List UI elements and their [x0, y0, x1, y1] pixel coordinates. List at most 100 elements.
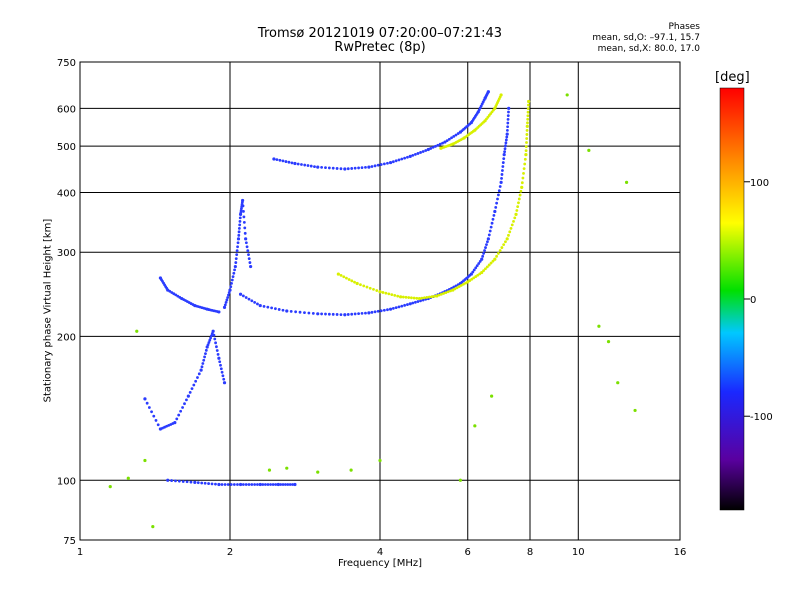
data-point: [241, 204, 245, 208]
data-point: [196, 481, 200, 485]
y-tick-label: 200: [57, 332, 76, 343]
data-point: [499, 180, 503, 184]
data-point: [495, 201, 499, 205]
data-point: [408, 154, 412, 158]
data-point: [382, 308, 386, 312]
data-point: [236, 241, 240, 245]
data-point: [416, 300, 420, 303]
data-point: [522, 167, 526, 171]
data-point: [207, 341, 211, 344]
data-point: [496, 197, 499, 201]
data-point: [474, 266, 478, 270]
data-point: [487, 233, 491, 237]
data-point: [429, 147, 433, 150]
data-point: [367, 311, 371, 315]
data-point: [179, 409, 183, 413]
data-point: [468, 279, 472, 282]
data-point: [230, 281, 233, 285]
data-point: [518, 193, 522, 197]
data-point: [439, 292, 443, 296]
data-point: [387, 292, 391, 296]
data-point: [416, 152, 420, 155]
data-point: [503, 147, 507, 151]
data-point: [477, 262, 481, 265]
data-point: [386, 161, 389, 165]
data-point: [497, 193, 500, 197]
data-point: [469, 272, 473, 276]
data-point: [362, 284, 366, 288]
data-point: [407, 296, 411, 299]
data-point: [501, 169, 504, 172]
data-point: [411, 154, 415, 157]
data-point: [435, 294, 439, 298]
y-tick-label: 75: [63, 536, 76, 547]
data-point: [376, 163, 380, 167]
data-point: [243, 226, 247, 230]
data-point: [512, 219, 515, 223]
data-point: [266, 483, 270, 486]
data-point: [521, 176, 525, 180]
data-point: [219, 363, 222, 367]
data-point: [510, 223, 514, 227]
data-point: [143, 458, 147, 463]
data-point: [204, 352, 207, 356]
data-point: [375, 289, 379, 292]
y-axis-ticks: 75 100 200 300 400 500 600 750: [57, 58, 76, 547]
data-point: [286, 483, 290, 486]
data-point: [223, 303, 227, 307]
data-point: [224, 301, 228, 304]
data-point: [458, 478, 463, 482]
data-point: [498, 185, 502, 188]
chart-title: Tromsø 20121019 07:20:00–07:21:43: [257, 26, 503, 41]
data-point: [411, 301, 415, 305]
data-point: [565, 93, 569, 97]
colorbar: [720, 88, 744, 510]
data-point: [349, 468, 353, 472]
data-point: [414, 153, 417, 156]
data-point: [186, 394, 190, 398]
data-point: [238, 223, 242, 227]
data-point: [181, 480, 185, 483]
data-point: [247, 253, 250, 257]
data-point: [135, 329, 139, 333]
data-point: [324, 166, 327, 170]
data-point: [441, 141, 444, 145]
data-point: [505, 132, 509, 136]
data-point: [379, 163, 383, 166]
data-point: [406, 303, 409, 306]
data-point: [453, 287, 457, 291]
data-point: [287, 160, 291, 164]
data-point: [391, 307, 395, 310]
data-point: [490, 394, 494, 398]
data-point: [495, 254, 498, 258]
data-point: [214, 482, 217, 486]
data-point: [496, 252, 500, 255]
data-point: [215, 345, 218, 349]
data-point: [378, 290, 382, 294]
x-tick-label: 6: [465, 547, 471, 558]
data-point: [524, 153, 528, 157]
data-point: [633, 408, 637, 413]
data-point: [331, 312, 335, 316]
data-point: [526, 110, 530, 114]
data-point: [368, 286, 372, 290]
data-point: [498, 249, 502, 252]
data-point: [300, 163, 303, 166]
data-point: [253, 483, 257, 486]
data-point: [331, 166, 335, 170]
data-point: [223, 483, 227, 486]
data-point: [108, 485, 112, 489]
data-point: [241, 198, 245, 203]
data-point: [524, 145, 528, 148]
data-point: [226, 483, 230, 486]
data-point: [597, 324, 601, 328]
data-point: [506, 125, 510, 129]
data-point: [400, 157, 404, 161]
data-point: [126, 476, 130, 480]
data-point: [490, 221, 494, 225]
data-point: [202, 358, 206, 362]
data-point: [281, 159, 285, 163]
data-point: [244, 483, 248, 486]
plot-frame: [79, 61, 681, 541]
data-point: [241, 483, 245, 486]
